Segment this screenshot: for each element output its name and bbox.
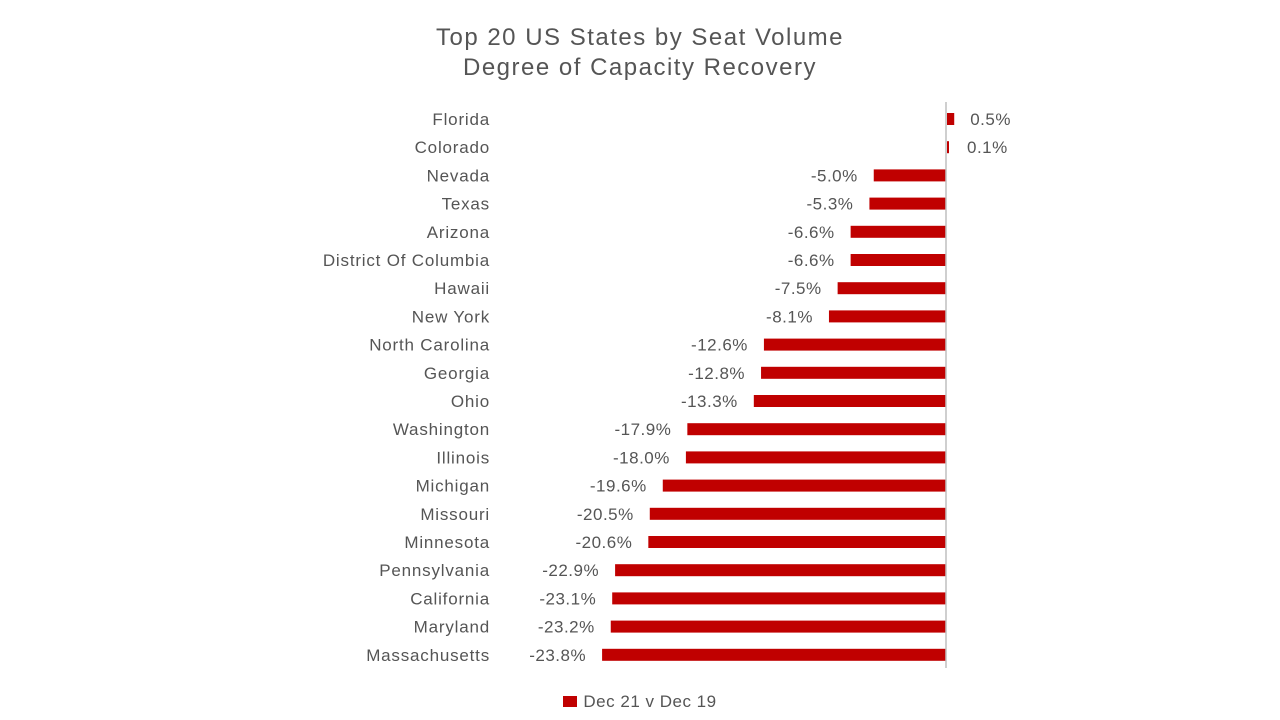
value-label: -18.0% — [613, 448, 670, 467]
value-label: -12.8% — [688, 364, 745, 383]
bar-district-of-columbia — [850, 254, 946, 266]
category-label: Maryland — [414, 618, 490, 637]
bar-new-york — [828, 310, 946, 323]
value-label: -23.2% — [538, 618, 595, 637]
category-label: Illinois — [436, 448, 490, 467]
bar-florida — [947, 113, 955, 125]
bar-nevada — [873, 169, 946, 182]
value-label: -13.3% — [681, 392, 738, 411]
value-label: 0.1% — [967, 138, 1008, 157]
value-label: -8.1% — [766, 307, 813, 326]
value-label: -20.6% — [575, 533, 632, 552]
value-label: -12.6% — [691, 336, 748, 355]
category-label: New York — [412, 307, 490, 326]
category-label: Colorado — [415, 138, 490, 157]
category-label: Arizona — [427, 223, 490, 242]
value-label: -5.0% — [811, 166, 858, 185]
category-label: Nevada — [427, 166, 490, 185]
bar-georgia — [761, 366, 946, 379]
bar-arizona — [850, 225, 946, 238]
bar-maryland — [610, 620, 946, 633]
bar-michigan — [662, 479, 946, 492]
value-label: -23.1% — [539, 589, 596, 608]
category-label: Texas — [442, 195, 490, 214]
category-label: District Of Columbia — [323, 251, 490, 270]
value-label: -6.6% — [788, 223, 835, 242]
category-labels: Florida Colorado Nevada Texas Arizona Distric… — [323, 110, 490, 665]
category-label: Michigan — [416, 477, 490, 496]
chart-subtitle: Degree of Capacity Recovery — [463, 54, 817, 81]
category-label: Pennsylvania — [379, 561, 490, 580]
category-label: North Carolina — [369, 336, 490, 355]
bar-missouri — [649, 507, 946, 520]
value-label: -22.9% — [542, 561, 599, 580]
value-labels: 0.5% 0.1% -5.0% -5.3% -6.6% -6.6% -7.5% -8.1% -1… — [529, 110, 1011, 665]
legend-label: Dec 21 v Dec 19 — [583, 692, 717, 711]
category-label: Minnesota — [404, 533, 490, 552]
bar-california — [612, 592, 946, 605]
category-label: California — [410, 589, 490, 608]
value-label: -17.9% — [614, 420, 671, 439]
value-label: -23.8% — [529, 646, 586, 665]
bar-colorado — [947, 141, 949, 154]
category-label: Massachusetts — [366, 646, 490, 665]
value-label: -6.6% — [788, 251, 835, 270]
value-label: -7.5% — [775, 279, 822, 298]
bar-washington — [687, 423, 946, 436]
value-label: -5.3% — [806, 195, 853, 214]
chart-title: Top 20 US States by Seat Volume — [435, 24, 845, 51]
category-label: Ohio — [451, 392, 490, 411]
bar-minnesota — [648, 536, 946, 548]
legend-swatch — [563, 696, 578, 707]
category-label: Georgia — [424, 364, 490, 383]
bar-pennsylvania — [615, 564, 946, 577]
category-label: Florida — [432, 110, 490, 129]
bars-group — [602, 113, 955, 661]
bar-texas — [869, 197, 946, 210]
category-label: Washington — [393, 420, 490, 439]
value-label: 0.5% — [970, 110, 1011, 129]
bar-north-carolina — [763, 338, 946, 351]
bar-massachusetts — [602, 648, 946, 661]
bar-ohio — [753, 395, 946, 407]
legend: Dec 21 v Dec 19 — [0, 692, 1280, 712]
category-label: Missouri — [420, 505, 490, 524]
bar-hawaii — [837, 282, 946, 295]
category-label: Hawaii — [434, 279, 490, 298]
value-label: -20.5% — [577, 505, 634, 524]
value-label: -19.6% — [590, 477, 647, 496]
bar-illinois — [685, 451, 946, 464]
